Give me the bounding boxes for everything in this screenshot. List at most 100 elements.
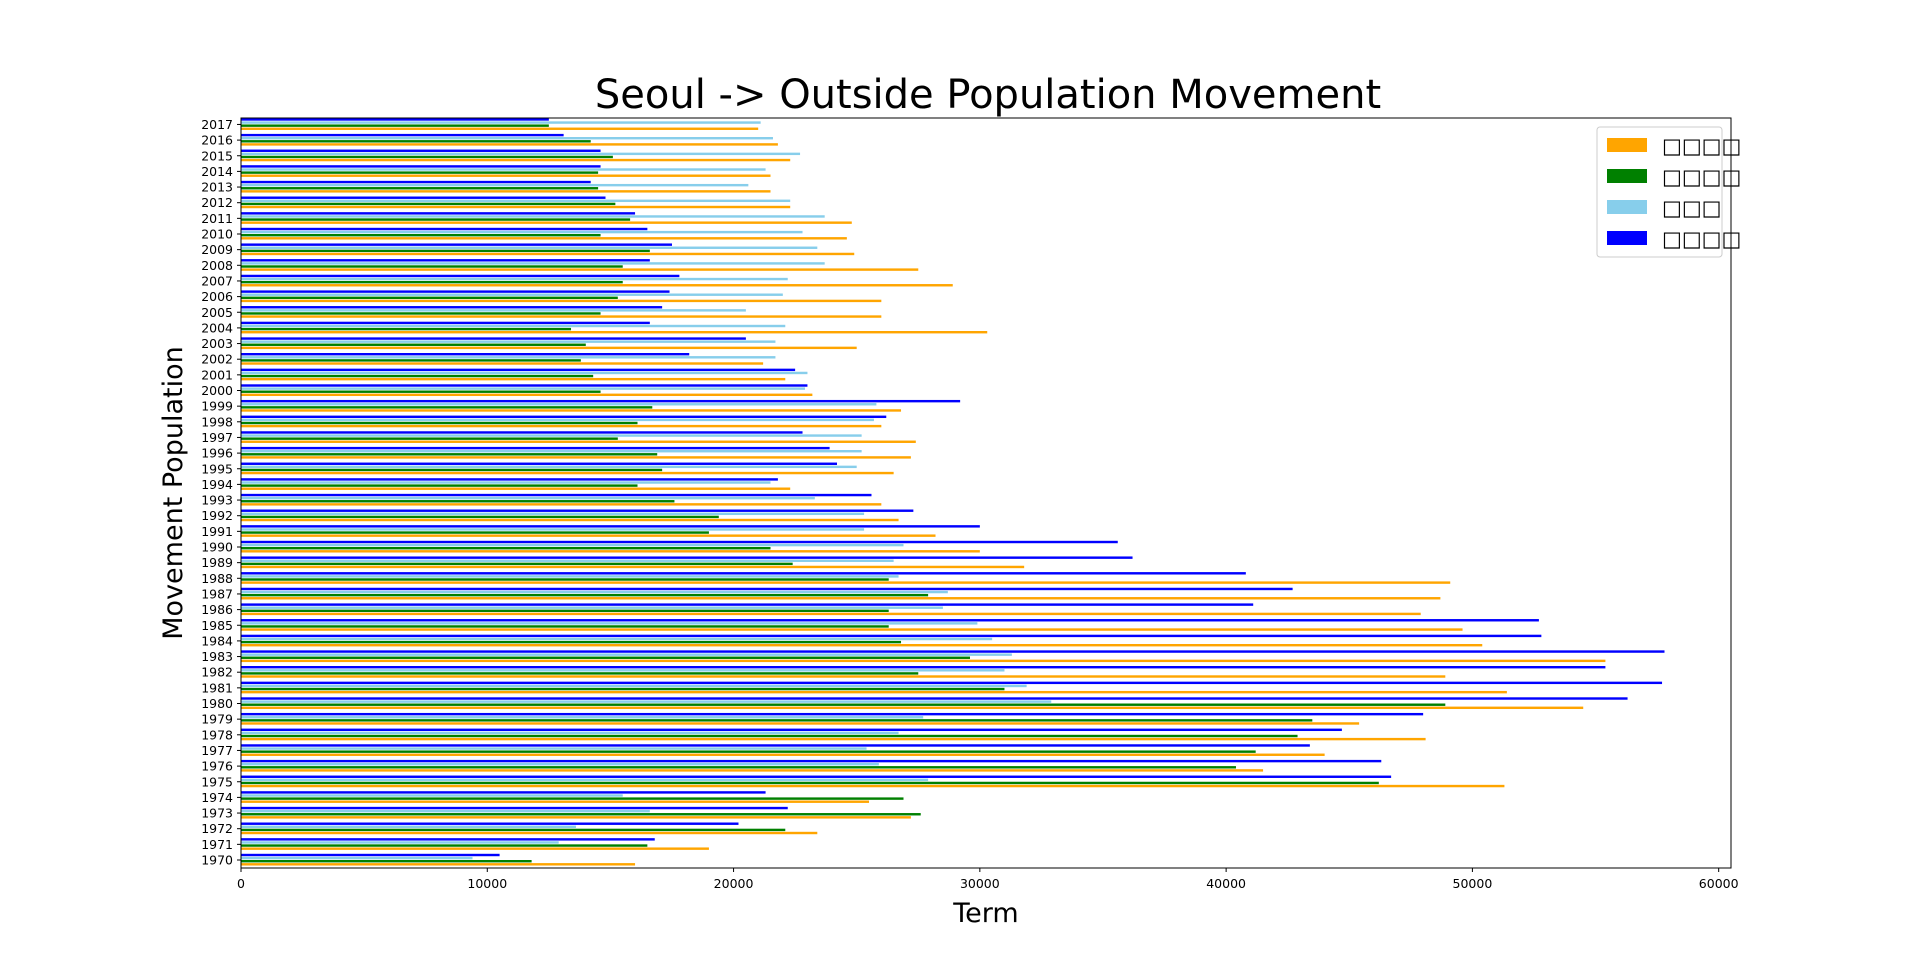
bar-1978-series-3 (241, 731, 899, 735)
y-tick-label: 1970 (201, 853, 233, 868)
bar-1978-series-1 (241, 737, 1426, 741)
y-tick-label: 1975 (201, 774, 233, 789)
x-axis-label: Term (952, 898, 1018, 929)
bar-1976-series-3 (241, 763, 879, 766)
y-tick-label: 2000 (201, 383, 233, 398)
legend: □□□□□□□□□□□□□□□ (1596, 126, 1741, 258)
bar-1982-series-3 (241, 669, 1005, 672)
x-tick-label: 0 (237, 876, 245, 891)
bar-1986-series-2 (241, 609, 889, 613)
bar-2009-series-4 (241, 243, 672, 246)
bar-2005-series-3 (241, 309, 746, 312)
bar-1993-series-1 (241, 503, 882, 506)
bar-1991-series-3 (241, 528, 865, 531)
bar-2001-series-4 (241, 368, 796, 372)
bar-1990-series-3 (241, 543, 904, 547)
bar-1977-series-2 (241, 750, 1256, 753)
bar-1991-series-4 (241, 525, 980, 528)
bar-1984-series-4 (241, 634, 1542, 638)
bar-1995-series-4 (241, 462, 837, 465)
bar-1970-series-4 (241, 853, 500, 857)
bar-1988-series-1 (241, 581, 1451, 584)
bar-2014-series-4 (241, 165, 601, 168)
y-tick-label: 2015 (201, 148, 233, 163)
bar-1975-series-1 (241, 784, 1505, 788)
bar-1984-series-1 (241, 644, 1483, 647)
bar-2012-series-1 (241, 205, 791, 209)
bar-2003-series-4 (241, 337, 746, 340)
y-axis-label: Movement Population (158, 346, 189, 639)
bar-2017-series-3 (241, 121, 761, 124)
bar-1996-series-4 (241, 446, 830, 450)
legend-swatch-4 (1607, 231, 1647, 245)
bar-1997-series-2 (241, 437, 618, 440)
x-tick-label: 50000 (1453, 876, 1493, 891)
bar-1972-series-1 (241, 831, 818, 835)
bar-2011-series-1 (241, 221, 852, 224)
y-tick-label: 2005 (201, 305, 233, 320)
bar-2015-series-2 (241, 155, 613, 159)
bar-2005-series-2 (241, 312, 601, 315)
y-tick-label: 2014 (201, 164, 233, 179)
y-tick-label: 2008 (201, 258, 233, 273)
bar-1970-series-2 (241, 860, 532, 863)
bar-2001-series-2 (241, 374, 594, 378)
bar-2000-series-2 (241, 390, 601, 393)
y-tick-label: 2001 (201, 367, 233, 382)
x-tick-label: 60000 (1699, 876, 1739, 891)
y-tick-label: 1992 (201, 508, 233, 523)
bar-1979-series-4 (241, 712, 1424, 716)
y-tick-label: 1997 (201, 430, 233, 445)
bar-1999-series-3 (241, 403, 877, 406)
y-tick-label: 1996 (201, 446, 233, 461)
bar-1994-series-2 (241, 484, 638, 487)
x-tick-label: 40000 (1206, 876, 1246, 891)
bar-1987-series-3 (241, 590, 948, 594)
bar-1984-series-3 (241, 637, 993, 641)
bar-2015-series-3 (241, 152, 801, 156)
bar-1970-series-1 (241, 863, 636, 866)
y-tick-label: 2010 (201, 227, 233, 242)
y-tick-label: 2003 (201, 336, 233, 351)
bar-1980-series-3 (241, 700, 1052, 703)
bar-1977-series-3 (241, 747, 867, 750)
bar-2006-series-3 (241, 293, 783, 296)
bar-2009-series-3 (241, 246, 818, 249)
bar-1971-series-2 (241, 844, 648, 847)
bar-1994-series-3 (241, 481, 771, 484)
bar-1981-series-3 (241, 684, 1027, 688)
y-tick-label: 1986 (201, 602, 233, 617)
bar-2013-series-1 (241, 190, 771, 193)
bar-2010-series-4 (241, 227, 648, 231)
y-tick-label: 1973 (201, 806, 233, 821)
bar-2017-series-1 (241, 127, 759, 130)
bar-2004-series-1 (241, 331, 988, 334)
bar-1972-series-3 (241, 825, 576, 829)
bar-1981-series-1 (241, 690, 1507, 694)
bar-1972-series-4 (241, 822, 739, 825)
bar-2016-series-1 (241, 143, 778, 146)
bar-2007-series-4 (241, 274, 680, 278)
y-tick-label: 1987 (201, 586, 233, 601)
bar-1979-series-1 (241, 722, 1360, 725)
bar-1974-series-2 (241, 797, 904, 800)
bar-1980-series-1 (241, 706, 1584, 710)
bar-1992-series-3 (241, 512, 865, 516)
y-tick-label: 1985 (201, 618, 233, 633)
y-axis-ticks: 1970197119721973197419751976197719781979… (201, 117, 241, 868)
y-tick-label: 2013 (201, 180, 233, 195)
chart-title: Seoul -> Outside Population Movement (595, 72, 1381, 118)
bar-1975-series-3 (241, 778, 929, 782)
bar-1994-series-1 (241, 487, 791, 490)
bar-1983-series-1 (241, 659, 1606, 663)
bar-1978-series-2 (241, 734, 1298, 738)
bar-1973-series-4 (241, 806, 788, 810)
bar-1986-series-4 (241, 603, 1254, 606)
bar-1983-series-2 (241, 656, 970, 659)
bar-1975-series-2 (241, 781, 1379, 785)
bar-2014-series-3 (241, 168, 766, 171)
plot-frame (240, 117, 1732, 869)
bar-1976-series-4 (241, 759, 1382, 763)
bar-1995-series-1 (241, 471, 894, 475)
